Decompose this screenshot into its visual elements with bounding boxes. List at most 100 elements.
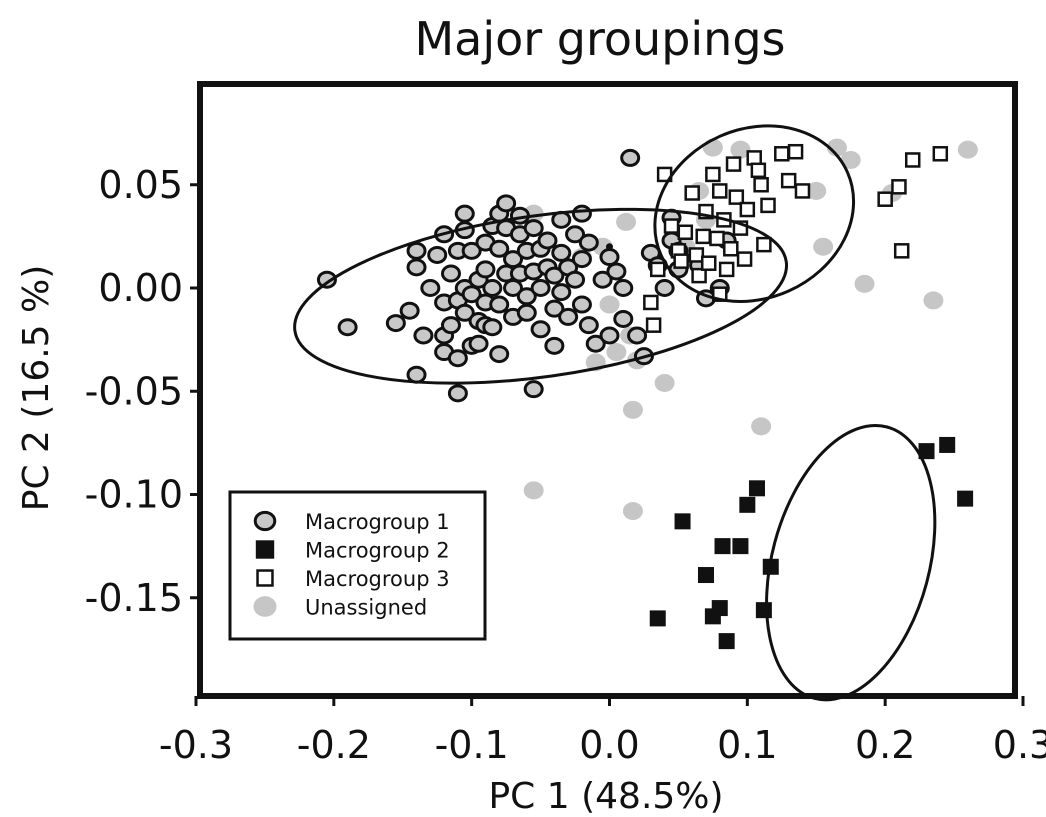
unassigned-point: [854, 274, 875, 293]
x-tick-label: -0.3: [159, 723, 233, 767]
axis-ticks: -0.3-0.2-0.10.00.10.20.30.150.050.00-0.0…: [85, 0, 1046, 767]
macrogroup-3-point: [725, 156, 742, 172]
legend-label-macrogroup-1: Macrogroup 1: [305, 510, 450, 534]
macrogroup-1-point: [599, 248, 620, 267]
macrogroup-1-point: [447, 349, 468, 368]
x-tick-label: -0.1: [435, 723, 509, 767]
macrogroup-1-point: [544, 336, 565, 355]
macrogroup-1-point: [613, 279, 634, 297]
macrogroup-3-point: [673, 253, 689, 269]
macrogroup-2-point: [918, 443, 935, 460]
macrogroup-1-point: [454, 204, 475, 223]
macrogroup-1-point: [482, 279, 503, 297]
unassigned-point: [654, 373, 675, 392]
macrogroup-3-point: [756, 236, 772, 253]
x-tick-label: 0.1: [717, 723, 777, 767]
macrogroup-3-point: [736, 251, 753, 267]
macrogroup-1-point: [620, 148, 641, 167]
legend-label-macrogroup-3: Macrogroup 3: [305, 567, 450, 591]
macrogroup-2-point: [711, 600, 728, 617]
macrogroup-1-point: [523, 219, 544, 238]
legend-marker-unassigned: [253, 596, 277, 617]
macrogroup-1-point: [461, 241, 482, 260]
macrogroup-3-point: [760, 197, 776, 214]
macrogroup-2-series: [649, 436, 974, 650]
x-tick-label: -0.2: [297, 723, 371, 767]
macrogroup-3-point: [746, 150, 762, 166]
macrogroup-1-point: [413, 326, 434, 345]
legend-item-unassigned: Unassigned: [253, 596, 427, 620]
macrogroup-1-point: [516, 303, 537, 322]
macrogroup-3-point: [649, 261, 666, 278]
macrogroup-2-point: [697, 567, 714, 584]
macrogroup-3-point: [700, 255, 717, 271]
macrogroup-3-point: [709, 230, 725, 247]
macrogroup-2-point: [649, 610, 666, 627]
macrogroup-1-point: [571, 250, 592, 269]
unassigned-point: [840, 150, 861, 169]
macrogroup-1-point: [565, 270, 586, 289]
macrogroup-1-point: [578, 233, 599, 252]
unassigned-point: [813, 237, 834, 256]
y-tick-label: -0.10: [85, 473, 183, 517]
macrogroup-3-point: [718, 261, 735, 278]
macrogroup-3-point: [684, 185, 700, 201]
unassigned-point: [599, 295, 620, 314]
legend: Macrogroup 1 Macrogroup 2 Macrogroup 3 Unas…: [228, 490, 487, 641]
macrogroup-2-point: [748, 480, 765, 497]
legend-label-unassigned: Unassigned: [305, 596, 427, 620]
macrogroup-3-point: [794, 183, 811, 199]
macrogroup-3-point: [932, 146, 949, 162]
x-axis-label: PC 1 (48.5%): [488, 776, 723, 817]
legend-item-macrogroup-3: Macrogroup 3: [256, 567, 450, 591]
x-tick-label: 0.3: [993, 723, 1046, 767]
macrogroup-3-point: [705, 166, 721, 183]
macrogroup-1-point: [440, 264, 461, 283]
macrogroup-3-point: [677, 224, 694, 240]
macrogroup-1-point: [406, 258, 427, 277]
macrogroup-1-point: [399, 301, 420, 320]
macrogroup-2-point: [718, 633, 735, 650]
macrogroup-2-point: [674, 513, 691, 530]
macrogroup-3-point: [780, 172, 797, 189]
x-tick-label: 0.0: [579, 723, 639, 767]
macrogroup-2-point: [739, 496, 756, 513]
macrogroup-3-point: [739, 201, 756, 218]
macrogroup-1-point: [654, 279, 675, 297]
macrogroup-3-point: [645, 317, 662, 333]
macrogroup-1-point: [613, 309, 634, 328]
macrogroup-1-point: [489, 239, 510, 258]
macrogroup-3-point: [712, 183, 728, 199]
unassigned-point: [616, 212, 637, 231]
macrogroup-1-point: [503, 250, 524, 269]
macrogroup-1-point: [489, 295, 510, 314]
legend-item-macrogroup-1: Macrogroup 1: [253, 510, 450, 534]
macrogroup-3-ellipse: [653, 124, 856, 303]
macrogroup-1-point: [606, 262, 627, 281]
macrogroup-3-point: [753, 177, 769, 193]
macrogroup-2-point: [732, 538, 749, 555]
macrogroup-3-point: [723, 241, 739, 257]
macrogroup-1-point: [578, 316, 599, 335]
macrogroup-1-point: [571, 295, 592, 314]
macrogroup-3-point: [688, 247, 705, 263]
macrogroup-3-point: [893, 243, 910, 259]
macrogroup-1-point: [482, 318, 503, 337]
macrogroup-2-point: [957, 490, 974, 507]
macrogroup-1-point: [599, 326, 620, 345]
macrogroup-1-series: [316, 148, 737, 403]
macrogroup-3-point: [750, 162, 767, 179]
macrogroup-3-point: [877, 191, 893, 207]
y-tick-label: -0.05: [85, 369, 183, 413]
legend-marker-macrogroup-2: [255, 540, 275, 559]
y-tick-label: 0.05: [98, 163, 183, 207]
macrogroup-1-point: [337, 318, 358, 337]
macrogroup-3-point: [643, 294, 659, 311]
macrogroup-1-point: [440, 316, 461, 335]
y-axis-label: PC 2 (16.5 %): [16, 265, 57, 512]
plot-area: [293, 124, 978, 702]
macrogroup-1-point: [565, 225, 586, 244]
legend-marker-macrogroup-1: [253, 510, 277, 532]
macrogroup-1-point: [537, 231, 558, 250]
y-tick-label: -0.15: [85, 576, 183, 620]
